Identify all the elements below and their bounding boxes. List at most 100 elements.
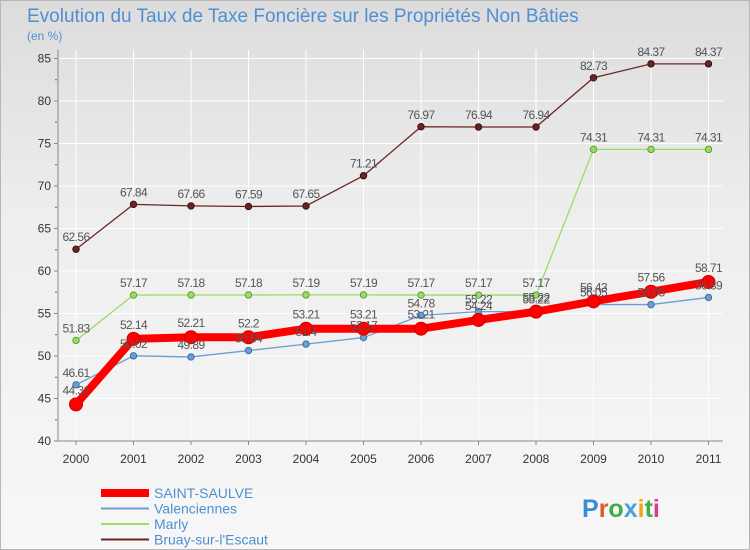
series-marly: [72, 145, 713, 345]
data-point: [701, 274, 716, 289]
x-tick-label: 2003: [235, 452, 262, 466]
data-point: [586, 294, 601, 309]
data-point: [532, 123, 540, 131]
data-point: [529, 304, 543, 319]
data-point: [184, 330, 198, 345]
x-tick-label: 2007: [465, 452, 492, 466]
data-label: 50.64: [235, 332, 263, 346]
data-point: [187, 291, 195, 299]
series-line: [72, 277, 713, 409]
series-bruay-sur-l-escaut: [72, 60, 713, 253]
y-tick-label: 80: [38, 94, 52, 108]
data-point: [647, 60, 655, 68]
x-tick-label: 2008: [523, 452, 550, 466]
data-label: 50.02: [120, 337, 148, 351]
data-label: 84.37: [695, 45, 723, 59]
data-label: 49.89: [177, 338, 205, 352]
data-label: 57.17: [120, 276, 148, 290]
data-label: 67.65: [292, 187, 320, 201]
y-tick-label: 55: [38, 307, 52, 321]
data-point: [647, 145, 655, 154]
data-label: 56.89: [695, 278, 723, 292]
data-point: [589, 145, 598, 154]
data-label: 76.94: [522, 108, 550, 122]
data-label: 54.78: [407, 296, 435, 310]
data-label: 56.05: [580, 286, 608, 300]
data-point: [302, 291, 310, 299]
x-tick-label: 2010: [638, 452, 665, 466]
x-tick-label: 2009: [580, 452, 607, 466]
logo-letter: i: [638, 495, 645, 523]
data-point: [72, 336, 80, 345]
logo-letter: t: [645, 495, 654, 523]
legend: SAINT-SAULVEValenciennesMarlyBruay-sur-l…: [101, 485, 268, 548]
y-tick-label: 45: [38, 392, 52, 406]
y-tick-label: 60: [38, 264, 52, 278]
data-label: 84.37: [637, 45, 665, 59]
data-point: [241, 330, 256, 345]
data-point: [302, 340, 310, 348]
y-tick-label: 50: [38, 349, 52, 363]
x-tick-label: 2004: [293, 452, 320, 466]
data-label: 76.97: [407, 108, 435, 122]
x-tick-label: 2005: [350, 452, 377, 466]
data-label: 44.31: [62, 383, 90, 397]
y-tick-label: 75: [38, 137, 52, 151]
data-label: 52.17: [350, 319, 378, 333]
data-label: 58.71: [695, 261, 723, 275]
data-point: [129, 291, 138, 299]
series-line: [75, 148, 710, 342]
data-label: 67.59: [235, 187, 263, 201]
data-label: 51.83: [62, 321, 90, 335]
proxiti-logo: Proxiti: [582, 495, 660, 523]
data-label: 62.56: [62, 230, 90, 244]
data-point: [72, 381, 80, 389]
data-label: 57.19: [292, 276, 320, 290]
data-label: 55.22: [522, 293, 550, 307]
data-point: [417, 311, 425, 320]
data-point: [129, 352, 138, 360]
data-point: [356, 321, 371, 336]
data-label: 56.05: [637, 286, 665, 300]
data-point: [299, 321, 313, 336]
data-point: [532, 291, 540, 299]
x-tick-label: 2001: [120, 452, 147, 466]
data-label: 67.66: [177, 187, 205, 201]
data-label: 53.21: [350, 308, 378, 322]
data-point: [69, 397, 83, 412]
legend-label: Bruay-sur-l'Escaut: [154, 532, 268, 548]
data-label: 67.84: [120, 185, 148, 199]
data-point: [244, 346, 253, 355]
data-point: [704, 293, 713, 302]
data-point: [187, 353, 195, 361]
data-label: 56.43: [580, 280, 608, 294]
logo-letter: P: [582, 495, 599, 523]
y-tick-label: 70: [38, 179, 52, 193]
data-point: [704, 145, 713, 154]
y-tick-label: 85: [38, 52, 52, 66]
data-label: 74.31: [637, 130, 665, 144]
data-label: 74.31: [580, 130, 608, 144]
data-label: 52.2: [238, 316, 260, 330]
data-point: [126, 331, 141, 346]
data-point: [414, 321, 428, 336]
data-point: [474, 123, 483, 131]
series-line: [75, 63, 710, 250]
data-label: 55.22: [465, 293, 493, 307]
logo-letter: x: [624, 495, 638, 523]
x-tick-label: 2011: [696, 452, 722, 466]
data-label: 74.31: [695, 130, 723, 144]
x-tick-label: 2002: [178, 452, 205, 466]
data-point: [417, 291, 425, 299]
data-point: [589, 74, 598, 82]
y-tick-label: 65: [38, 222, 52, 236]
grid: [58, 50, 723, 442]
logo-letter: o: [608, 495, 623, 523]
data-point: [129, 200, 138, 209]
data-label: 57.17: [522, 276, 550, 290]
legend-label: Valenciennes: [154, 501, 237, 517]
data-label: 46.61: [62, 366, 90, 380]
data-label: 76.94: [465, 108, 493, 122]
